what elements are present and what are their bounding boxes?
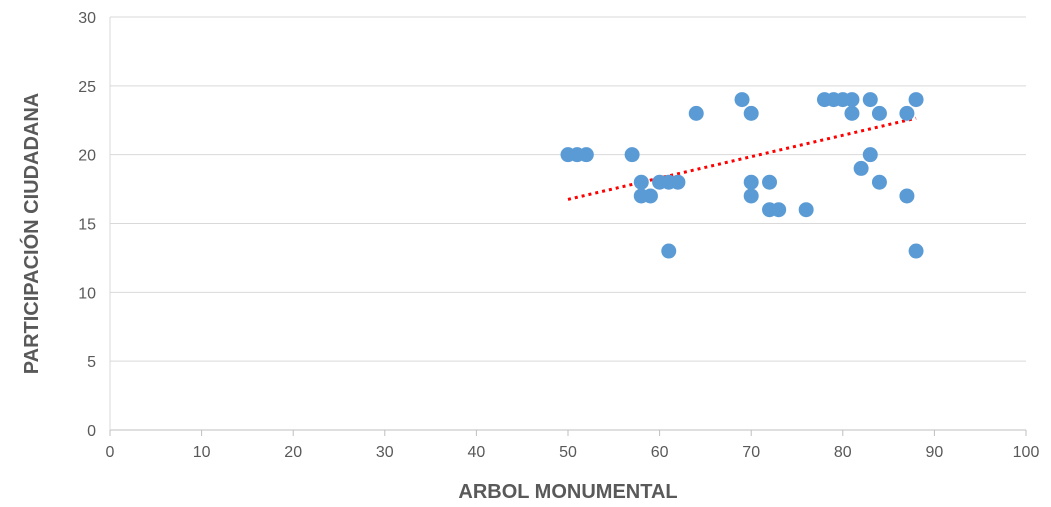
x-tick-label: 30 bbox=[376, 444, 394, 461]
data-point bbox=[853, 160, 869, 176]
data-point bbox=[734, 92, 750, 108]
x-tick-label: 90 bbox=[926, 444, 944, 461]
data-point bbox=[908, 92, 924, 108]
y-tick-label: 30 bbox=[78, 10, 96, 27]
y-tick-label: 5 bbox=[87, 354, 96, 371]
axes bbox=[109, 17, 1027, 436]
data-point bbox=[908, 243, 924, 259]
y-tick-label: 0 bbox=[87, 423, 96, 440]
data-point bbox=[899, 105, 915, 121]
data-point bbox=[743, 174, 759, 190]
data-point bbox=[871, 105, 887, 121]
x-tick-label: 70 bbox=[742, 444, 760, 461]
data-point bbox=[688, 105, 704, 121]
data-point bbox=[743, 105, 759, 121]
data-point bbox=[661, 243, 677, 259]
data-point bbox=[642, 188, 658, 204]
x-tick-label: 50 bbox=[559, 444, 577, 461]
data-point bbox=[798, 202, 814, 218]
trendline-layer bbox=[567, 116, 917, 201]
data-point bbox=[633, 174, 649, 190]
data-point bbox=[578, 147, 594, 163]
data-point bbox=[743, 188, 759, 204]
data-point bbox=[844, 105, 860, 121]
tick-labels: 0 5 10 15 20 25 30 0 10 20 30 40 50 60 70 80 90 100 bbox=[78, 10, 1039, 461]
x-tick-label: 20 bbox=[284, 444, 302, 461]
data-point bbox=[844, 92, 860, 108]
x-axis-title: ARBOL MONUMENTAL bbox=[458, 481, 677, 503]
y-tick-label: 15 bbox=[78, 217, 96, 234]
y-tick-label: 20 bbox=[78, 148, 96, 165]
x-tick-label: 80 bbox=[834, 444, 852, 461]
data-point bbox=[670, 174, 686, 190]
data-point bbox=[771, 202, 787, 218]
data-point bbox=[899, 188, 915, 204]
y-tick-label: 10 bbox=[78, 285, 96, 302]
x-tick-label: 40 bbox=[468, 444, 486, 461]
y-axis-title: PARTICIPACIÓN CIUDADANA bbox=[19, 93, 43, 374]
trendline bbox=[567, 116, 917, 201]
data-point bbox=[762, 174, 778, 190]
data-point bbox=[624, 147, 640, 163]
data-points bbox=[560, 92, 924, 259]
data-point bbox=[862, 147, 878, 163]
x-tick-label: 10 bbox=[193, 444, 211, 461]
gridlines bbox=[110, 16, 1026, 362]
data-point bbox=[871, 174, 887, 190]
y-tick-label: 25 bbox=[78, 79, 96, 96]
x-tick-label: 0 bbox=[106, 444, 115, 461]
x-tick-label: 100 bbox=[1013, 444, 1040, 461]
x-tick-label: 60 bbox=[651, 444, 669, 461]
data-point bbox=[862, 92, 878, 108]
